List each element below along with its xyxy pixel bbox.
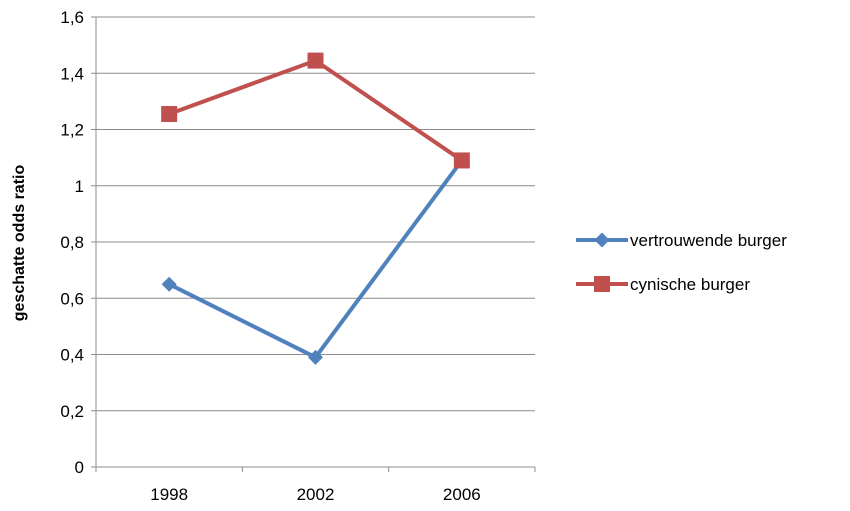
x-tick-labels: 1998 2002 2006 [150,485,480,504]
y-tick-labels: 0 0,2 0,4 0,6 0,8 1 1,2 1,4 1,6 [60,8,84,477]
legend-item: cynische burger [576,275,750,294]
legend-label: vertrouwende burger [630,231,787,250]
axes [91,16,536,472]
gridlines [96,16,535,412]
series-line [167,158,464,360]
series-line [167,58,464,163]
legend: vertrouwende burger cynische burger [576,231,787,294]
y-tick-label: 0,4 [60,346,84,365]
legend-label: cynische burger [630,275,750,294]
legend-marker [594,232,610,248]
data-point-marker [453,152,470,169]
legend-marker [594,276,610,292]
series-1 [161,52,470,169]
x-tick-label: 2006 [443,485,481,504]
legend-item: vertrouwende burger [576,231,787,250]
data-point-marker [307,52,324,69]
data-point-marker [161,276,177,292]
y-tick-label: 0,6 [60,289,84,308]
y-axis-label: geschatte odds ratio [11,165,28,322]
y-tick-label: 0,2 [60,402,84,421]
series-group [161,52,470,365]
y-tick-label: 0 [75,458,84,477]
y-tick-label: 1,4 [60,64,84,83]
y-tick-label: 1 [75,177,84,196]
y-tick-label: 1,6 [60,8,84,27]
x-tick-label: 1998 [150,485,188,504]
data-point-marker [308,349,323,365]
y-tick-label: 1,2 [60,121,84,140]
x-tick-label: 2002 [297,485,335,504]
series-0 [161,152,470,365]
data-point-marker [161,106,178,123]
y-tick-label: 0,8 [60,233,84,252]
